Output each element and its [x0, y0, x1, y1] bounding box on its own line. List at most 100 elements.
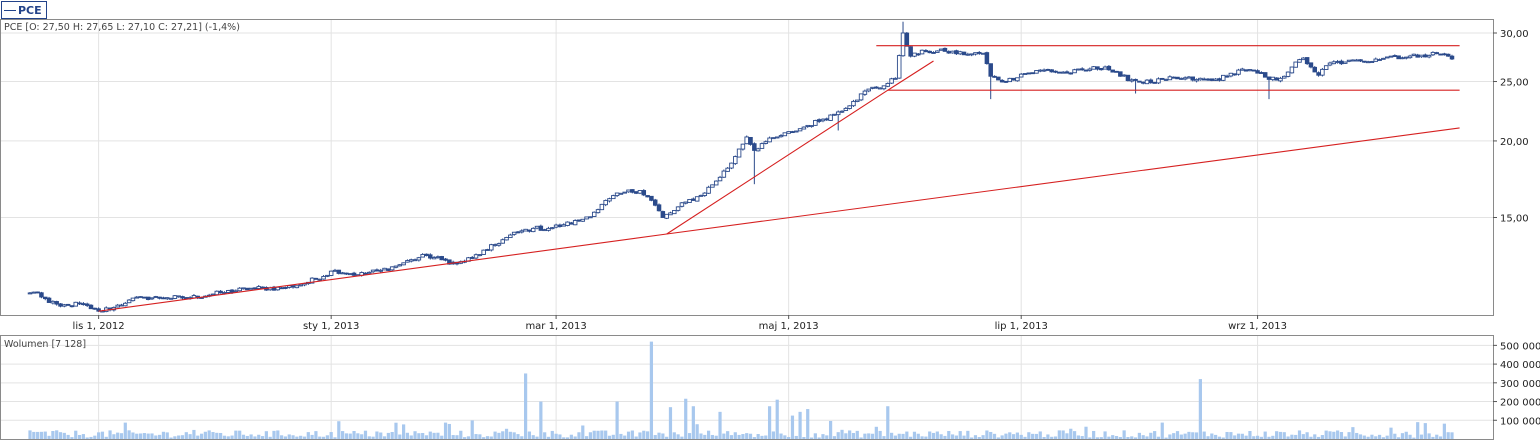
- candle-body: [1426, 54, 1432, 58]
- candle: [65, 303, 71, 306]
- candle-body: [42, 296, 48, 300]
- volume-bar: [306, 432, 310, 439]
- candle-body: [1175, 76, 1180, 80]
- volume-bar: [371, 436, 375, 439]
- volume-bar: [1252, 436, 1256, 439]
- volume-bar: [1408, 434, 1412, 439]
- volume-bar: [527, 431, 532, 439]
- candle-body: [832, 113, 837, 116]
- volume-bar: [192, 429, 196, 439]
- volume-bar: [1194, 432, 1199, 439]
- candle: [1251, 69, 1257, 72]
- candle-body: [1285, 71, 1291, 77]
- volume-bar: [844, 433, 848, 439]
- candle-body: [752, 143, 757, 151]
- candle: [652, 198, 658, 207]
- volume-bar: [600, 430, 604, 439]
- volume-bar: [1416, 422, 1420, 439]
- candle-body: [1354, 59, 1359, 62]
- candle: [1381, 57, 1386, 60]
- volume-bar: [1126, 437, 1130, 439]
- candle-body: [786, 131, 791, 134]
- candle-body: [633, 191, 639, 194]
- volume-bar: [138, 433, 143, 439]
- candle: [142, 296, 147, 299]
- volume-bar: [1004, 433, 1008, 439]
- candle-body: [881, 85, 887, 90]
- volume-bar: [1210, 433, 1214, 439]
- volume-bar: [1000, 435, 1004, 439]
- volume-bar: [970, 437, 974, 439]
- candle-body: [508, 234, 513, 239]
- candle: [1003, 80, 1009, 84]
- candle: [1018, 73, 1024, 78]
- volume-bar: [1133, 437, 1138, 439]
- candle-body: [759, 143, 765, 149]
- candle: [325, 274, 330, 278]
- candle-body: [866, 88, 871, 92]
- candle-body: [412, 259, 418, 262]
- candle-body: [374, 269, 380, 272]
- candle-body: [504, 236, 509, 241]
- candle: [1091, 65, 1096, 70]
- candle-body: [397, 264, 403, 267]
- candle-body: [1392, 55, 1398, 57]
- volume-bar: [123, 422, 127, 439]
- volume-bar: [1233, 435, 1237, 439]
- candle-body: [1438, 53, 1443, 56]
- candle-body: [569, 222, 574, 225]
- candle: [591, 211, 597, 217]
- series-legend[interactable]: PCE: [1, 1, 47, 19]
- volume-bar: [1267, 436, 1271, 439]
- candle: [1106, 65, 1112, 71]
- candle: [275, 286, 281, 291]
- candle: [694, 196, 700, 202]
- candle: [1125, 74, 1131, 82]
- volume-bar: [760, 435, 764, 439]
- volume-bar: [1377, 434, 1382, 439]
- candle: [675, 206, 681, 212]
- volume-bar: [531, 435, 535, 439]
- candle: [123, 301, 128, 307]
- candle-body: [858, 93, 864, 101]
- candle: [321, 275, 326, 280]
- candle-body: [1221, 74, 1226, 81]
- candle: [1323, 65, 1329, 70]
- candle-body: [1400, 57, 1405, 60]
- candle-body: [1335, 61, 1340, 63]
- candle: [908, 46, 913, 58]
- volume-bar: [310, 434, 314, 439]
- volume-bar: [1092, 430, 1096, 439]
- candle-body: [1407, 55, 1413, 59]
- candle: [1083, 69, 1089, 72]
- candle: [584, 216, 589, 220]
- candle: [1148, 78, 1154, 84]
- volume-bar: [1324, 430, 1328, 439]
- volume-bar: [1309, 436, 1313, 439]
- volume-bar: [1114, 436, 1119, 439]
- candle: [858, 93, 864, 102]
- candle: [1262, 72, 1268, 78]
- candle: [855, 99, 860, 103]
- candle: [1175, 76, 1180, 80]
- x-tick-label: lis 1, 2012: [73, 321, 125, 332]
- candle-body: [496, 243, 502, 246]
- candle-body: [46, 297, 52, 303]
- volume-bar: [516, 434, 520, 439]
- candle: [961, 51, 967, 56]
- candle-body: [1346, 59, 1352, 62]
- candle-body: [1137, 80, 1142, 83]
- candle: [748, 136, 753, 146]
- candle-body: [1102, 66, 1108, 70]
- candle-body: [58, 303, 63, 307]
- volume-bar: [901, 433, 905, 439]
- candle-body: [1060, 71, 1066, 74]
- candle-body: [855, 99, 860, 103]
- candle-body: [1118, 71, 1123, 77]
- candle-body: [1343, 61, 1348, 64]
- candle-body: [935, 50, 940, 53]
- volume-bar: [779, 433, 783, 439]
- volume-bar: [1385, 435, 1389, 439]
- candle-body: [294, 285, 300, 289]
